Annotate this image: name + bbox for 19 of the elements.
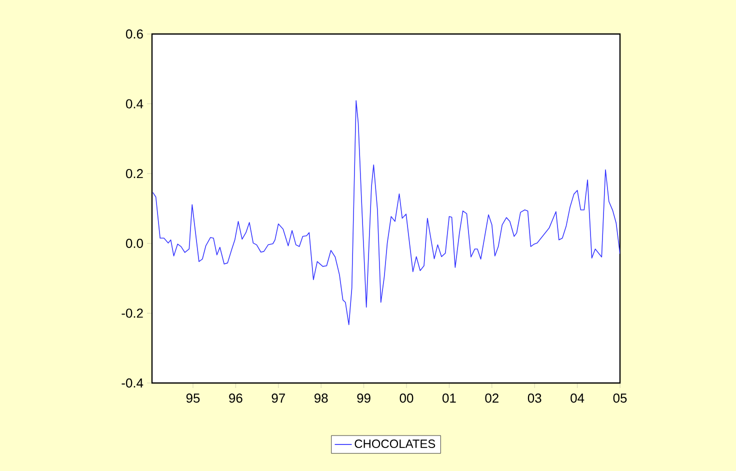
- x-tick-label: 96: [229, 394, 242, 403]
- y-tick-label: -0.2: [122, 308, 143, 318]
- x-tick-label: 98: [314, 394, 328, 403]
- y-tick-label: 0.4: [126, 99, 144, 108]
- y-tick-label: 0.0: [126, 238, 143, 248]
- x-tick-label: 04: [570, 394, 584, 403]
- x-tick-label: 05: [613, 394, 627, 403]
- x-tick-label: 99: [357, 394, 370, 403]
- x-tick-label: 01: [442, 394, 456, 403]
- line-series: [152, 100, 620, 326]
- y-tick-label: -0.4: [122, 378, 144, 388]
- legend-label: CHOCOLATES: [354, 440, 436, 448]
- y-tick-label: 0.6: [126, 29, 143, 39]
- x-tick-label: 02: [485, 394, 498, 403]
- x-tick-label: 95: [186, 394, 200, 403]
- x-tick-label: 03: [528, 394, 542, 403]
- x-tick-label: 00: [400, 394, 414, 403]
- x-tick-label: 97: [272, 394, 285, 403]
- y-tick-label: 0.2: [126, 169, 143, 178]
